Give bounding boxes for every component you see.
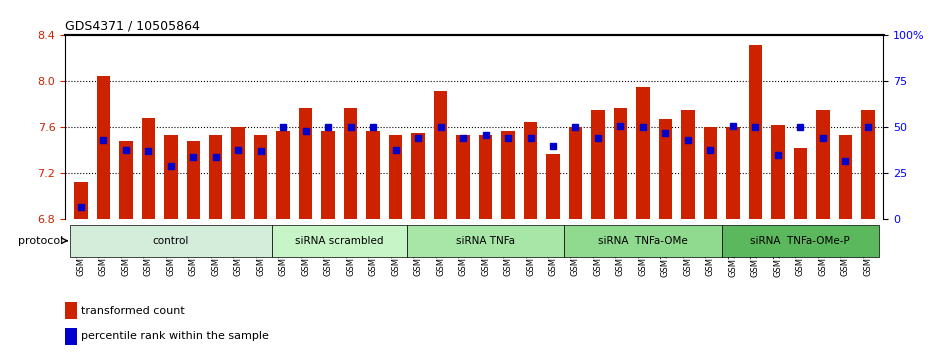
Bar: [501, 131, 515, 219]
Bar: [479, 136, 492, 219]
Bar: [524, 122, 538, 219]
Bar: [299, 108, 312, 219]
FancyBboxPatch shape: [272, 225, 406, 257]
Bar: [546, 154, 560, 219]
Bar: [457, 136, 470, 219]
Bar: [254, 136, 268, 219]
Text: percentile rank within the sample: percentile rank within the sample: [82, 331, 270, 341]
Bar: [164, 136, 178, 219]
Bar: [344, 108, 357, 219]
Bar: [591, 110, 604, 219]
Bar: [839, 136, 852, 219]
Bar: [366, 131, 379, 219]
Bar: [861, 110, 874, 219]
Bar: [681, 110, 695, 219]
FancyBboxPatch shape: [70, 225, 272, 257]
Bar: [726, 127, 739, 219]
Bar: [704, 127, 717, 219]
Bar: [569, 127, 582, 219]
Text: transformed count: transformed count: [82, 306, 185, 316]
Bar: [322, 131, 335, 219]
Bar: [141, 118, 155, 219]
Text: siRNA  TNFa-OMe: siRNA TNFa-OMe: [598, 236, 688, 246]
Bar: [389, 136, 403, 219]
Bar: [232, 127, 245, 219]
Bar: [771, 125, 785, 219]
Bar: [658, 119, 672, 219]
Text: siRNA scrambled: siRNA scrambled: [295, 236, 384, 246]
Text: GDS4371 / 10505864: GDS4371 / 10505864: [65, 20, 200, 33]
Text: siRNA TNFa: siRNA TNFa: [456, 236, 515, 246]
Bar: [97, 76, 110, 219]
Bar: [74, 182, 87, 219]
Bar: [119, 141, 133, 219]
Bar: [209, 136, 222, 219]
Text: siRNA  TNFa-OMe-P: siRNA TNFa-OMe-P: [751, 236, 850, 246]
Bar: [793, 148, 807, 219]
Bar: [816, 110, 830, 219]
FancyBboxPatch shape: [722, 225, 879, 257]
Text: protocol: protocol: [18, 236, 63, 246]
Bar: [636, 87, 650, 219]
FancyBboxPatch shape: [406, 225, 565, 257]
Bar: [411, 133, 425, 219]
Bar: [433, 91, 447, 219]
FancyBboxPatch shape: [565, 225, 722, 257]
Bar: [65, 302, 77, 319]
Bar: [749, 45, 762, 219]
Bar: [276, 131, 290, 219]
Bar: [65, 328, 77, 345]
Bar: [614, 108, 627, 219]
Bar: [187, 141, 200, 219]
Text: control: control: [153, 236, 189, 246]
